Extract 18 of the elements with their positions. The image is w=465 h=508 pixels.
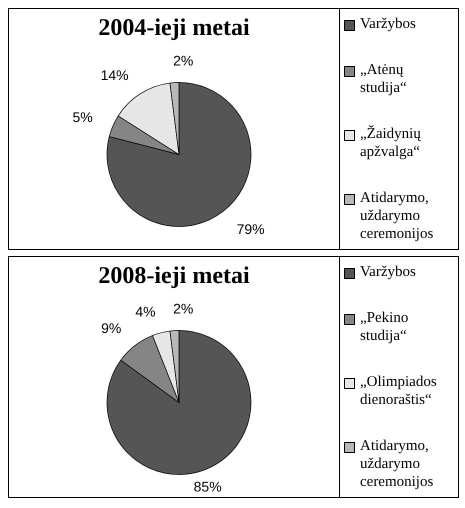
data-label: 9% (101, 320, 122, 336)
data-label: 4% (135, 303, 156, 320)
legend-label: „Olimpiados dienoraštis“ (360, 373, 438, 409)
legend-label: „Atėnų studija“ (360, 61, 408, 97)
data-label: 14% (100, 67, 129, 84)
chart-title: 2008-ieji metai (98, 263, 250, 290)
legend-label: Atidarymo, uždarymo ceremonijos (360, 189, 434, 243)
legend-label: Atidarymo, uždarymo ceremonijos (360, 437, 434, 491)
legend-label: „Žaidynių apžvalga“ (360, 125, 422, 161)
data-label: 5% (72, 109, 93, 126)
chart-title: 2004-ieji metai (98, 15, 250, 42)
data-label: 2% (173, 52, 194, 69)
legend-label: Varžybos (360, 15, 416, 33)
legend-label: Varžybos (360, 263, 416, 281)
data-label: 85% (194, 478, 222, 494)
data-label: 2% (173, 300, 194, 317)
data-label: 79% (236, 220, 265, 237)
legend-label: „Pekino studija“ (360, 309, 410, 345)
